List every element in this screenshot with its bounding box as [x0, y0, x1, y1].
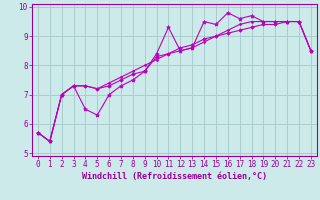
X-axis label: Windchill (Refroidissement éolien,°C): Windchill (Refroidissement éolien,°C) [82, 172, 267, 181]
